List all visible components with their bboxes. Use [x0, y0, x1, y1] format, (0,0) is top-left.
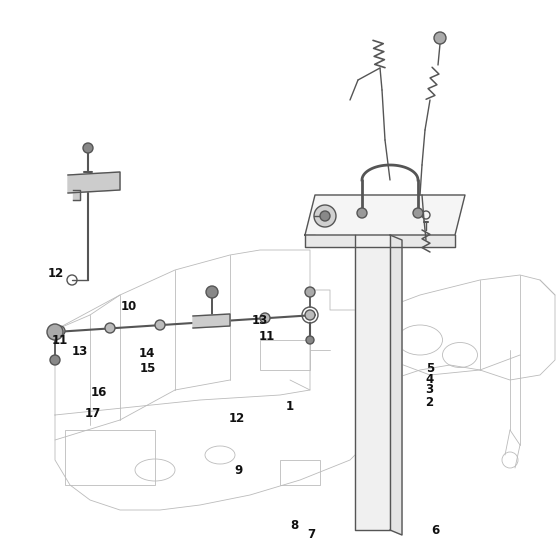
Text: 13: 13	[252, 314, 268, 327]
Text: 3: 3	[426, 382, 434, 396]
Text: 9: 9	[234, 464, 242, 477]
Text: 12: 12	[48, 267, 64, 280]
Circle shape	[314, 205, 336, 227]
Circle shape	[434, 32, 446, 44]
Circle shape	[320, 211, 330, 221]
Polygon shape	[73, 190, 80, 200]
Polygon shape	[305, 195, 465, 235]
Text: 10: 10	[120, 300, 137, 314]
Text: 8: 8	[290, 519, 298, 532]
Text: 13: 13	[72, 345, 88, 358]
Circle shape	[413, 208, 423, 218]
Polygon shape	[390, 235, 402, 535]
Polygon shape	[68, 172, 120, 193]
Text: 11: 11	[52, 334, 68, 347]
Circle shape	[306, 336, 314, 344]
Circle shape	[50, 355, 60, 365]
Text: 4: 4	[426, 373, 434, 386]
Circle shape	[260, 313, 270, 323]
Text: 11: 11	[259, 329, 275, 343]
Text: 6: 6	[431, 524, 440, 538]
Circle shape	[305, 287, 315, 297]
Text: 5: 5	[426, 362, 434, 375]
Bar	[280, 460, 320, 485]
Polygon shape	[193, 314, 230, 328]
Circle shape	[155, 320, 165, 330]
Polygon shape	[355, 235, 390, 530]
Text: 16: 16	[91, 385, 107, 399]
Text: 2: 2	[426, 395, 434, 409]
Text: 17: 17	[85, 407, 101, 420]
Circle shape	[305, 310, 315, 320]
Circle shape	[55, 326, 65, 336]
Text: 14: 14	[139, 347, 155, 361]
Text: 7: 7	[307, 528, 315, 542]
Circle shape	[105, 323, 115, 333]
Text: 1: 1	[286, 399, 294, 413]
Circle shape	[206, 286, 218, 298]
Text: 15: 15	[140, 362, 156, 375]
Polygon shape	[305, 235, 455, 247]
Bar	[260, 340, 310, 370]
Circle shape	[210, 316, 220, 326]
Text: 12: 12	[228, 412, 245, 426]
Circle shape	[83, 143, 93, 153]
Bar	[65, 430, 155, 485]
Circle shape	[47, 324, 63, 340]
Circle shape	[357, 208, 367, 218]
